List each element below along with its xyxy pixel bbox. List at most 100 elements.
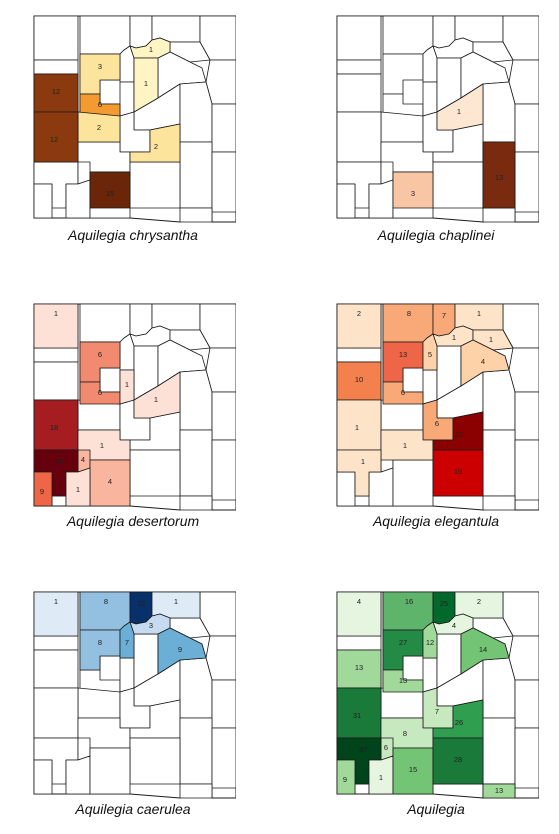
county-boundary [482, 429, 516, 497]
county-boundary [179, 81, 213, 143]
county-boundary [514, 679, 539, 729]
county-fill [33, 303, 79, 349]
county-count-label: 3 [98, 62, 102, 71]
county-map: 1 8 22 1 3 8 7 9 [33, 591, 236, 799]
county-count-label: 1 [76, 485, 80, 494]
county-count-label: 1 [54, 597, 58, 606]
county-count-label: 1 [361, 457, 365, 466]
county-count-label: 6 [98, 350, 102, 359]
county-boundary [79, 15, 131, 55]
county-count-label: 12 [50, 135, 58, 144]
map-panel-chaplinei: 1 3 13 Aquilegia chaplinei [333, 12, 539, 247]
county-fill [336, 303, 382, 349]
county-boundary [380, 687, 424, 719]
county-fill [133, 57, 159, 113]
county-fill [133, 371, 181, 419]
county-boundary [77, 399, 121, 431]
county-boundary [482, 369, 516, 431]
county-fill [482, 141, 516, 209]
county-count-label: 8 [104, 597, 108, 606]
county-boundary [65, 179, 91, 219]
county-fill [422, 621, 438, 659]
map-panel-chrysantha: 3 1 12 6 1 2 12 15 2 Aquilegia chrysantha [30, 12, 236, 247]
county-count-label: 7 [442, 311, 446, 320]
county-boundary [211, 727, 236, 789]
county-boundary [514, 439, 539, 501]
county-boundary [336, 471, 356, 507]
county-boundary [514, 103, 539, 153]
county-count-label: 2 [357, 309, 361, 318]
county-fill [65, 467, 91, 507]
county-boundary [482, 495, 516, 511]
county-count-label: 25 [56, 457, 64, 466]
county-fill [432, 325, 474, 347]
county-count-label: 1 [489, 335, 493, 344]
county-boundary [129, 737, 181, 785]
county-boundary [336, 73, 382, 113]
county-count-label: 31 [353, 711, 361, 720]
panel-title: Aquilegia desertorum [66, 513, 200, 529]
county-boundary [129, 161, 181, 209]
panel-title: Aquilegia chaplinei [377, 227, 495, 243]
county-count-label: 9 [40, 487, 44, 496]
county-fill [33, 111, 79, 163]
county-boundary [211, 391, 236, 441]
county-count-label: 1 [154, 395, 158, 404]
county-count-label: 8 [98, 638, 102, 647]
county-count-label: 4 [108, 477, 112, 486]
county-boundary [119, 657, 135, 693]
county-count-label: 1 [100, 441, 104, 450]
county-fill [129, 613, 171, 635]
county-boundary [432, 161, 484, 209]
county-boundary [422, 45, 438, 83]
county-boundary [33, 649, 79, 689]
county-count-label: 22 [137, 599, 145, 608]
map-panel-aquilegia: 4 16 25 2 27 4 12 14 13 13 7 31 8 26 6 37 1 15 28 13 9 Aquil… [333, 588, 539, 823]
county-boundary [368, 179, 394, 219]
county-boundary [33, 183, 53, 219]
county-boundary [422, 369, 438, 405]
county-fill [392, 747, 434, 795]
county-boundary [422, 657, 438, 693]
county-count-label: 13 [399, 676, 407, 685]
county-boundary [336, 183, 356, 219]
county-boundary [336, 59, 382, 75]
county-count-label: 1 [149, 45, 153, 54]
county-count-label: 2 [477, 597, 481, 606]
county-boundary [422, 81, 438, 117]
county-count-label: 4 [357, 597, 361, 606]
county-boundary [129, 449, 181, 497]
county-map: 4 16 25 2 27 4 12 14 13 13 7 31 8 26 6 37 1 15 28 13 9 [336, 591, 539, 799]
county-count-label: 1 [125, 380, 129, 389]
county-boundary [382, 15, 434, 55]
county-boundary [33, 347, 79, 363]
county-count-label: 13 [355, 663, 363, 672]
county-count-label: 14 [479, 645, 487, 654]
county-boundary [119, 81, 135, 117]
county-fill [129, 123, 181, 163]
county-boundary [179, 495, 213, 511]
county-count-label: 6 [98, 100, 102, 109]
county-boundary [33, 635, 79, 651]
county-boundary [65, 755, 91, 795]
county-count-label: 27 [455, 430, 463, 439]
county-fill [460, 627, 510, 675]
county-boundary [33, 15, 79, 61]
county-boundary [33, 59, 79, 75]
county-fill [432, 449, 484, 497]
county-fill [89, 171, 131, 209]
county-count-label: 1 [379, 773, 383, 782]
county-boundary [482, 81, 516, 143]
county-count-label: 12 [52, 87, 60, 96]
county-boundary [380, 111, 424, 143]
county-boundary [179, 783, 213, 799]
county-count-label: 1 [54, 309, 58, 318]
county-count-label: 8 [403, 729, 407, 738]
county-boundary [392, 459, 434, 507]
county-count-label: 4 [481, 357, 485, 366]
county-boundary [179, 207, 213, 223]
county-count-label: 12 [426, 638, 434, 647]
county-count-label: 2 [154, 142, 158, 151]
county-count-label: 10 [355, 375, 363, 384]
